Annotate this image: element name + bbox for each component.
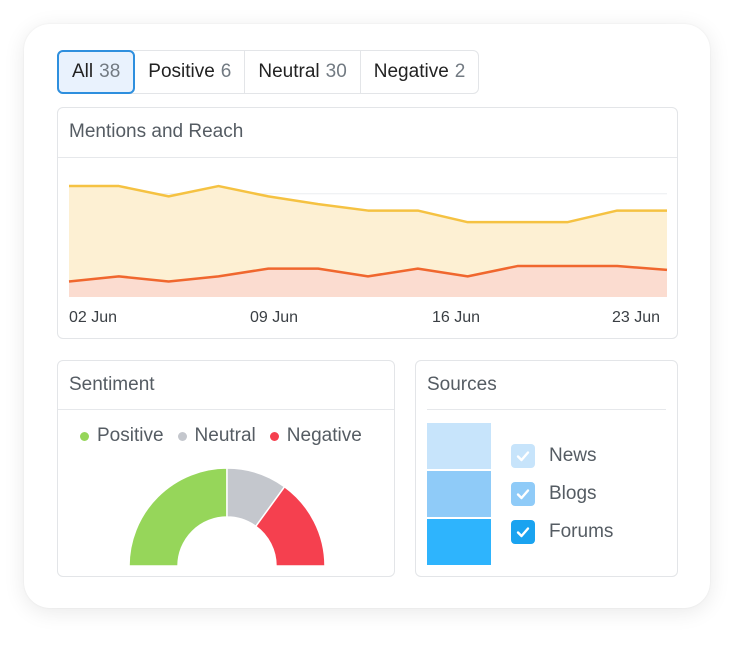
tab-label: All <box>72 61 94 82</box>
legend-dot <box>177 431 187 441</box>
sentiment-panel: Sentiment Positive Neutral Negative <box>57 360 395 577</box>
legend-item-negative[interactable]: Negative <box>269 425 362 447</box>
sentiment-filter-tabs: All 38 Positive 6 Neutral 30 Negative 2 <box>57 50 480 94</box>
tab-negative[interactable]: Negative 2 <box>361 51 479 93</box>
x-tick-label: 09 Jun <box>250 309 299 326</box>
series-line <box>68 264 668 283</box>
x-tick-label: 23 Jun <box>612 309 661 326</box>
legend-dot <box>80 431 89 441</box>
tab-count: 6 <box>220 61 232 82</box>
source-item-forums[interactable]: Forums <box>511 520 613 544</box>
panel-title: Sentiment <box>69 374 155 395</box>
x-tick-label: 02 Jun <box>69 309 118 326</box>
source-bar-news <box>427 423 491 469</box>
tab-count: 30 <box>325 61 347 82</box>
legend-item-positive[interactable]: Positive <box>80 425 164 447</box>
legend-label: Positive <box>97 425 164 446</box>
sentiment-legend: Positive Neutral Negative <box>80 425 362 447</box>
tab-label: Positive <box>148 61 215 82</box>
legend-dot <box>269 431 279 441</box>
tab-label: Negative <box>373 61 449 82</box>
tab-count: 38 <box>99 61 121 82</box>
panel-divider <box>58 157 677 158</box>
legend-label: Negative <box>286 425 362 446</box>
legend-item-neutral[interactable]: Neutral <box>177 425 256 447</box>
panel-divider <box>58 409 394 410</box>
source-item-blogs[interactable]: Blogs <box>511 482 597 506</box>
mentions-reach-panel: Mentions and Reach 02 Jun 09 Jun 16 Jun … <box>57 107 678 339</box>
checkbox-blogs[interactable] <box>511 482 535 506</box>
panel-title: Sources <box>427 374 497 395</box>
sources-panel: Sources News Blogs Forums <box>415 360 678 577</box>
slice-positive[interactable] <box>128 467 228 567</box>
tab-all[interactable]: All 38 <box>57 50 136 94</box>
source-label: News <box>549 445 597 466</box>
source-bar-forums <box>427 519 491 565</box>
mentions-reach-chart <box>68 184 668 297</box>
sentiment-half-donut <box>128 467 326 567</box>
panel-divider <box>427 409 666 410</box>
source-item-news[interactable]: News <box>511 444 597 468</box>
series-area <box>69 266 667 297</box>
slice-negative[interactable] <box>254 485 326 567</box>
check-icon <box>516 451 530 462</box>
source-bar-blogs <box>427 471 491 517</box>
x-tick-label: 16 Jun <box>432 309 481 326</box>
checkbox-forums[interactable] <box>511 520 535 544</box>
check-icon <box>516 489 530 500</box>
tab-neutral[interactable]: Neutral 30 <box>245 51 361 93</box>
tab-count: 2 <box>454 61 466 82</box>
check-icon <box>516 527 530 538</box>
legend-label: Neutral <box>194 425 256 446</box>
panel-title: Mentions and Reach <box>69 121 244 142</box>
tab-label: Neutral <box>258 61 320 82</box>
source-label: Forums <box>549 521 614 542</box>
source-label: Blogs <box>549 483 597 504</box>
checkbox-news[interactable] <box>511 444 535 468</box>
tab-positive[interactable]: Positive 6 <box>135 51 246 93</box>
series-line <box>69 184 667 224</box>
